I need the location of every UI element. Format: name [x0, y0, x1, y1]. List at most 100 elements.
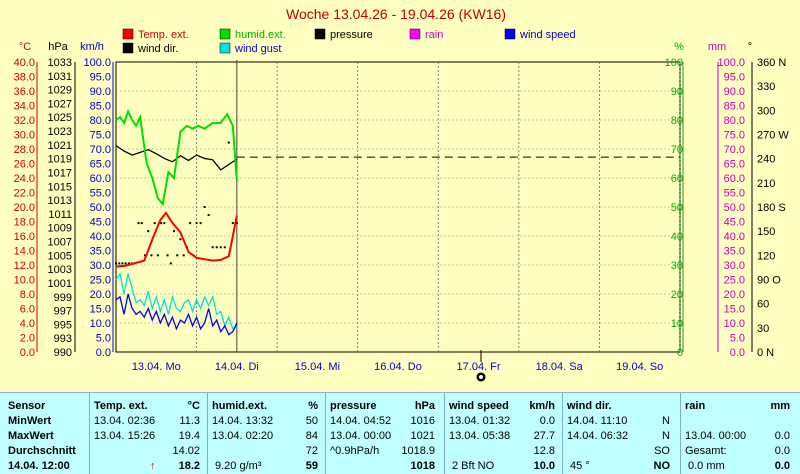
wind-tick-label: 35.0: [90, 246, 111, 258]
rain-tick-label: 20.0: [724, 289, 745, 301]
wind-dir-point: [169, 262, 172, 265]
axis-unit-label: km/h: [80, 41, 104, 53]
pressure-tick-label: 997: [54, 306, 72, 318]
rain-value: 0.0: [774, 430, 790, 442]
wind-tick-label: 25.0: [90, 275, 111, 287]
temp-tick-label: 30.0: [14, 130, 35, 142]
temp-tick-label: 34.0: [14, 101, 35, 113]
header-wind-speed-unit: km/h: [529, 400, 555, 412]
wind-dir-point: [144, 254, 147, 257]
absolute-humidity: 9.20 g/m³: [215, 460, 262, 472]
pressure-tick-label: 995: [54, 319, 72, 331]
wind-tick-label: 85.0: [90, 101, 111, 113]
x-tick-label: 17.04. Fr: [457, 361, 501, 373]
weather-chart: Woche 13.04.26 - 19.04.26 (KW16) Temp. e…: [14, 6, 789, 382]
pressure-tick-label: 1017: [48, 167, 72, 179]
rain-total-label: Gesamt:: [685, 445, 727, 457]
temp-time: 13.04. 15:26: [94, 430, 156, 442]
rain-value: 0.0: [774, 445, 790, 457]
x-tick-label: 14.04. Di: [215, 361, 259, 373]
pressure-tick-label: 1025: [48, 112, 72, 124]
pressure-time: 14.04. 04:52: [330, 415, 392, 427]
wind-tick-label: 0.0: [96, 347, 111, 359]
legend-swatch: [219, 28, 231, 40]
table-row: Durchschnitt 14.02 72 ^0.9hPa/h 1018.9 1…: [0, 443, 800, 458]
statistics-table: Sensor Temp. ext. °C humid.ext. % pressu…: [0, 392, 800, 474]
pressure-tick-label: 1021: [48, 140, 72, 152]
direction-tick-label: 150: [757, 226, 775, 238]
direction-tick-label: 90 O: [757, 275, 781, 287]
series-line-windgust: [115, 272, 238, 330]
legend-swatch: [122, 42, 134, 54]
wind-tick-label: 40.0: [90, 231, 111, 243]
temp-tick-label: 6.0: [20, 304, 35, 316]
humid-time: 13.04. 02:20: [212, 430, 274, 442]
pressure-value: 1018: [410, 460, 435, 472]
temp-tick-label: 40.0: [14, 57, 35, 69]
wind-dir-point: [203, 206, 206, 208]
legend-label: wind speed: [519, 29, 576, 41]
wind-tick-label: 65.0: [90, 159, 111, 171]
temp-value: 19.4: [178, 430, 200, 442]
humid-value: 84: [305, 430, 318, 442]
wind-tick-label: 60.0: [90, 173, 111, 185]
header-temp: Temp. ext.: [94, 400, 148, 412]
pressure-tick-label: 1029: [48, 85, 72, 97]
pressure-tick-label: 990: [54, 347, 72, 359]
wind-tick-label: 30.0: [90, 260, 111, 272]
direction-tick-label: 300: [757, 105, 775, 117]
wind-dir-time: 14.04. 06:32: [567, 430, 629, 442]
chart-grid: [115, 60, 681, 353]
row-label: MinWert: [8, 415, 52, 427]
pressure-tick-label: 1031: [48, 71, 72, 83]
humidity-tick-label: 50: [671, 202, 683, 214]
wind-dir-point: [150, 254, 153, 257]
temp-tick-label: 24.0: [14, 173, 35, 185]
direction-tick-label: 210: [757, 178, 775, 190]
legend-swatch: [504, 28, 516, 40]
header-sensor: Sensor: [8, 400, 46, 412]
wind-dir-point: [115, 262, 117, 265]
rain-value: 0.0: [774, 460, 790, 472]
wind-dir-point: [195, 222, 198, 225]
humidity-tick-label: 60: [671, 173, 683, 185]
legend-label: Temp. ext.: [138, 29, 189, 41]
wind-speed-time: 13.04. 01:32: [449, 415, 511, 427]
wind-dir-value: NO: [653, 460, 671, 472]
wind-tick-label: 10.0: [90, 318, 111, 330]
axis-unit-labels: °C hPa km/h% mm °: [19, 41, 752, 53]
wind-dir-point: [189, 222, 192, 225]
rain-tick-label: 5.0: [730, 333, 745, 345]
wind-dir-point: [227, 141, 230, 144]
rain-tick-label: 100.0: [717, 57, 745, 69]
wind-dir-point: [166, 254, 169, 257]
direction-tick-label: 60: [757, 299, 769, 311]
wind-dir-value: SO: [654, 445, 670, 457]
rain-tick-label: 35.0: [724, 246, 745, 258]
header-wind-speed: wind speed: [449, 400, 509, 412]
wind-speed-time: 13.04. 05:38: [449, 430, 511, 442]
wind-dir-point: [163, 222, 166, 225]
x-tick-label: 16.04. Do: [374, 361, 422, 373]
rain-tick-label: 75.0: [724, 130, 745, 142]
chart-series: [115, 108, 680, 336]
legend-label: rain: [425, 29, 443, 41]
table-row: MaxWert 13.04. 15:26 19.4 13.04. 02:20 8…: [0, 428, 800, 443]
wind-dir-point: [153, 222, 156, 225]
wind-dir-point: [219, 246, 222, 249]
pressure-tick-label: 1027: [48, 98, 72, 110]
navigation-marker[interactable]: [476, 350, 486, 382]
pressure-tick-label: 1001: [48, 278, 72, 290]
wind-dir-point: [231, 222, 234, 225]
axis-unit-label: mm: [708, 41, 726, 53]
direction-tick-label: 270 W: [757, 130, 789, 142]
series-line-humidext: [115, 108, 238, 207]
wind-dir-point: [211, 246, 214, 249]
humidity-tick-label: 20: [671, 289, 683, 301]
chart-title: Woche 13.04.26 - 19.04.26 (KW16): [286, 6, 506, 22]
wind-speed-value: 10.0: [533, 460, 555, 472]
axis-unit-label: hPa: [48, 41, 68, 53]
pressure-value: 1018.9: [401, 445, 435, 457]
temp-tick-label: 0.0: [20, 347, 35, 359]
legend-swatch: [219, 42, 231, 54]
